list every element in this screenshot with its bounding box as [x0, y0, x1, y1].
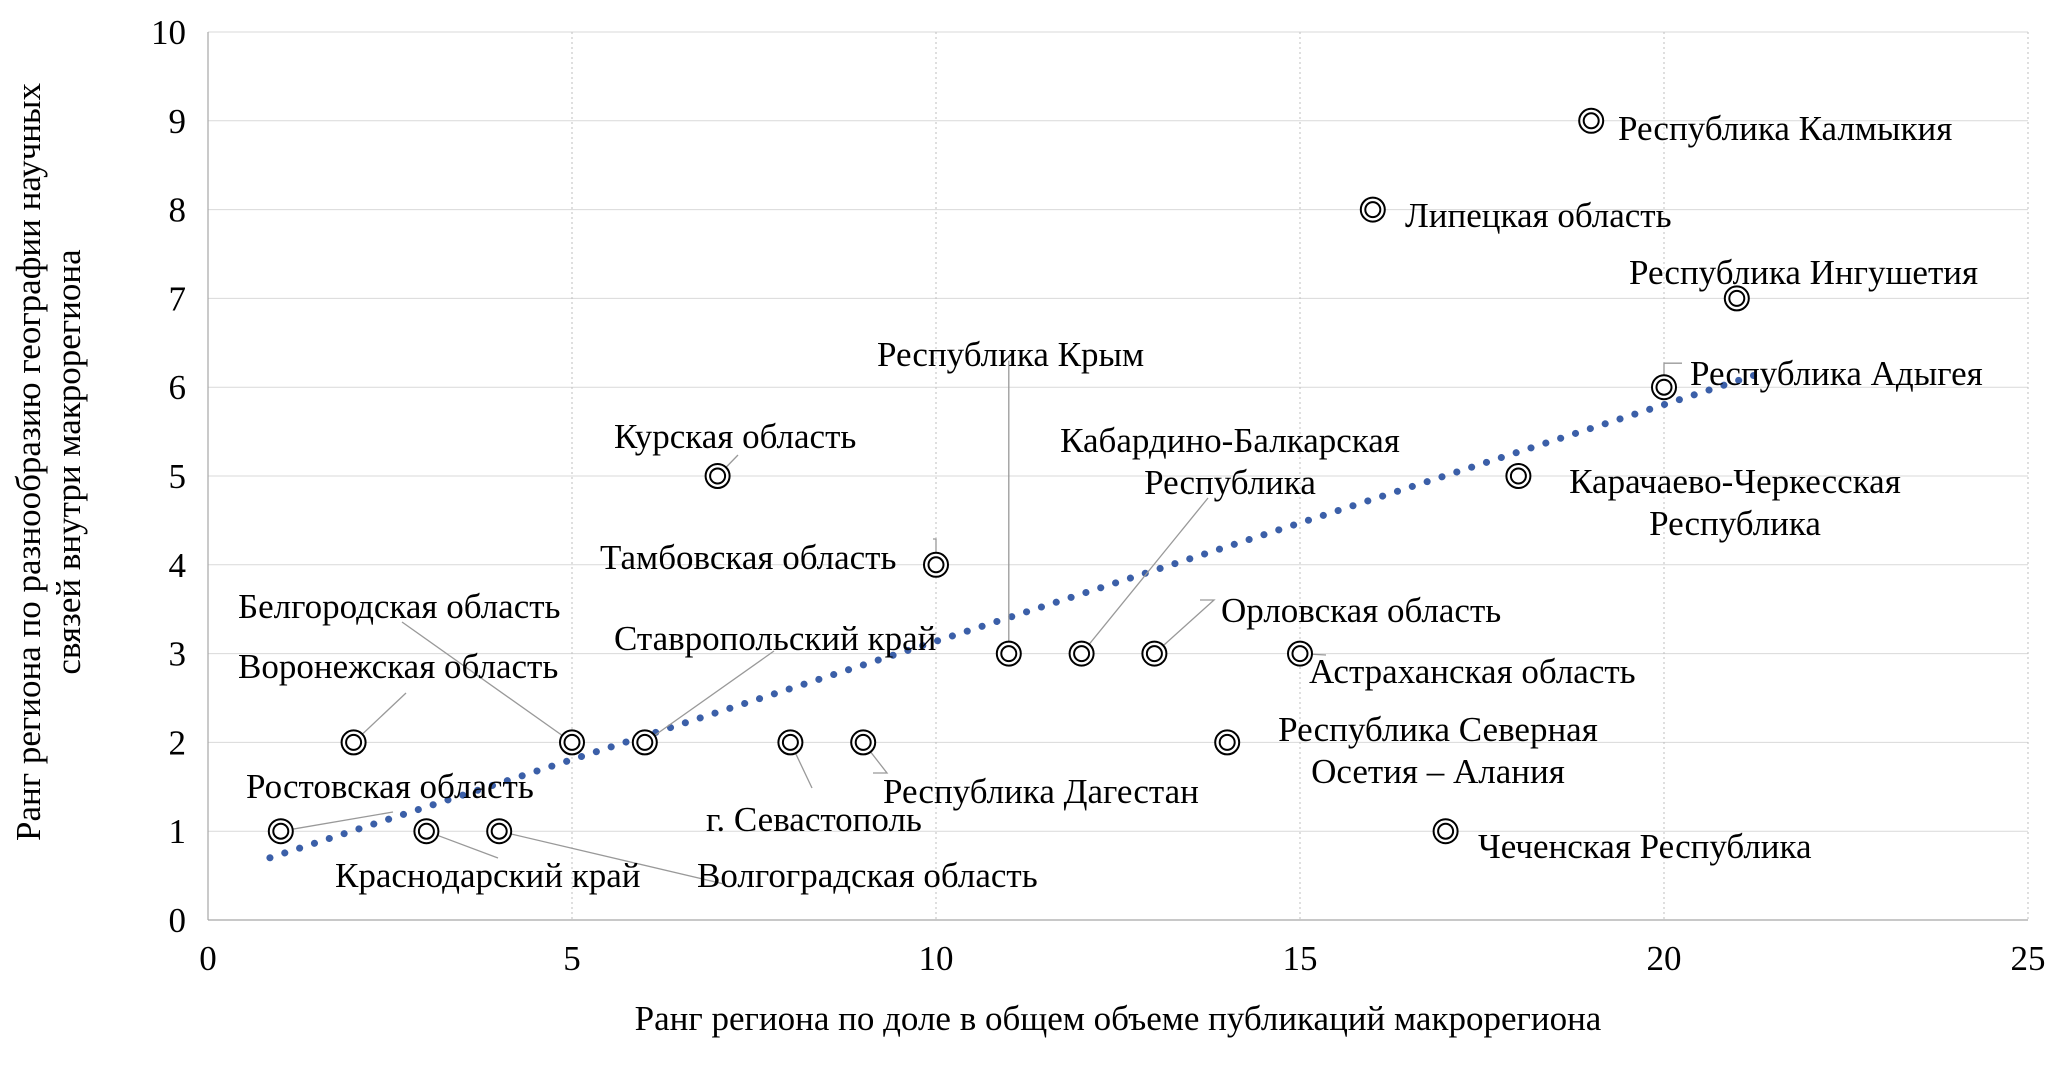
svg-text:Краснодарский край: Краснодарский край [335, 856, 641, 895]
svg-text:Воронежская область: Воронежская область [238, 647, 558, 686]
svg-text:Ранг региона по доле в общем о: Ранг региона по доле в общем объеме публ… [635, 999, 1602, 1038]
svg-text:связей внутри макрорегиона: связей внутри макрорегиона [49, 249, 88, 675]
svg-text:25: 25 [2011, 939, 2046, 978]
svg-text:Республика Адыгея: Республика Адыгея [1690, 354, 1983, 393]
svg-text:Республика: Республика [1144, 463, 1316, 502]
svg-text:Тамбовская область: Тамбовская область [600, 538, 896, 577]
svg-text:6: 6 [169, 368, 187, 407]
svg-text:3: 3 [169, 635, 187, 674]
svg-text:Волгоградская область: Волгоградская область [697, 856, 1038, 895]
svg-text:Республика Северная: Республика Северная [1278, 710, 1598, 749]
svg-text:Кабардино-Балкарская: Кабардино-Балкарская [1060, 421, 1400, 460]
svg-text:2: 2 [169, 723, 187, 762]
svg-text:Чеченская Республика: Чеченская Республика [1478, 827, 1812, 866]
svg-text:15: 15 [1283, 939, 1318, 978]
svg-text:Карачаево-Черкесская: Карачаево-Черкесская [1569, 462, 1901, 501]
svg-text:10: 10 [919, 939, 954, 978]
svg-text:Астраханская область: Астраханская область [1309, 652, 1636, 691]
svg-text:5: 5 [563, 939, 581, 978]
svg-text:20: 20 [1647, 939, 1682, 978]
svg-text:0: 0 [199, 939, 217, 978]
svg-text:4: 4 [169, 546, 187, 585]
svg-text:Белгородская область: Белгородская область [238, 587, 561, 626]
svg-text:8: 8 [169, 191, 187, 230]
svg-text:Республика Крым: Республика Крым [877, 335, 1144, 374]
svg-text:Ставропольский край: Ставропольский край [614, 619, 936, 658]
svg-text:Курская область: Курская область [614, 417, 856, 456]
svg-text:Осетия – Алания: Осетия – Алания [1311, 752, 1565, 791]
svg-text:Липецкая область: Липецкая область [1405, 196, 1672, 235]
svg-text:Орловская область: Орловская область [1221, 591, 1501, 630]
svg-text:7: 7 [169, 279, 187, 318]
svg-text:Ранг региона по разнообразию г: Ранг региона по разнообразию географии н… [9, 83, 48, 841]
svg-text:10: 10 [151, 13, 186, 52]
svg-text:0: 0 [169, 901, 187, 940]
svg-text:5: 5 [169, 457, 187, 496]
svg-text:Республика: Республика [1649, 504, 1821, 543]
svg-text:Республика Дагестан: Республика Дагестан [883, 772, 1199, 811]
svg-text:Республика Ингушетия: Республика Ингушетия [1629, 253, 1978, 292]
svg-text:Республика Калмыкия: Республика Калмыкия [1618, 109, 1952, 148]
svg-text:1: 1 [169, 812, 187, 851]
svg-text:Ростовская область: Ростовская область [246, 767, 534, 806]
svg-text:9: 9 [169, 102, 187, 141]
